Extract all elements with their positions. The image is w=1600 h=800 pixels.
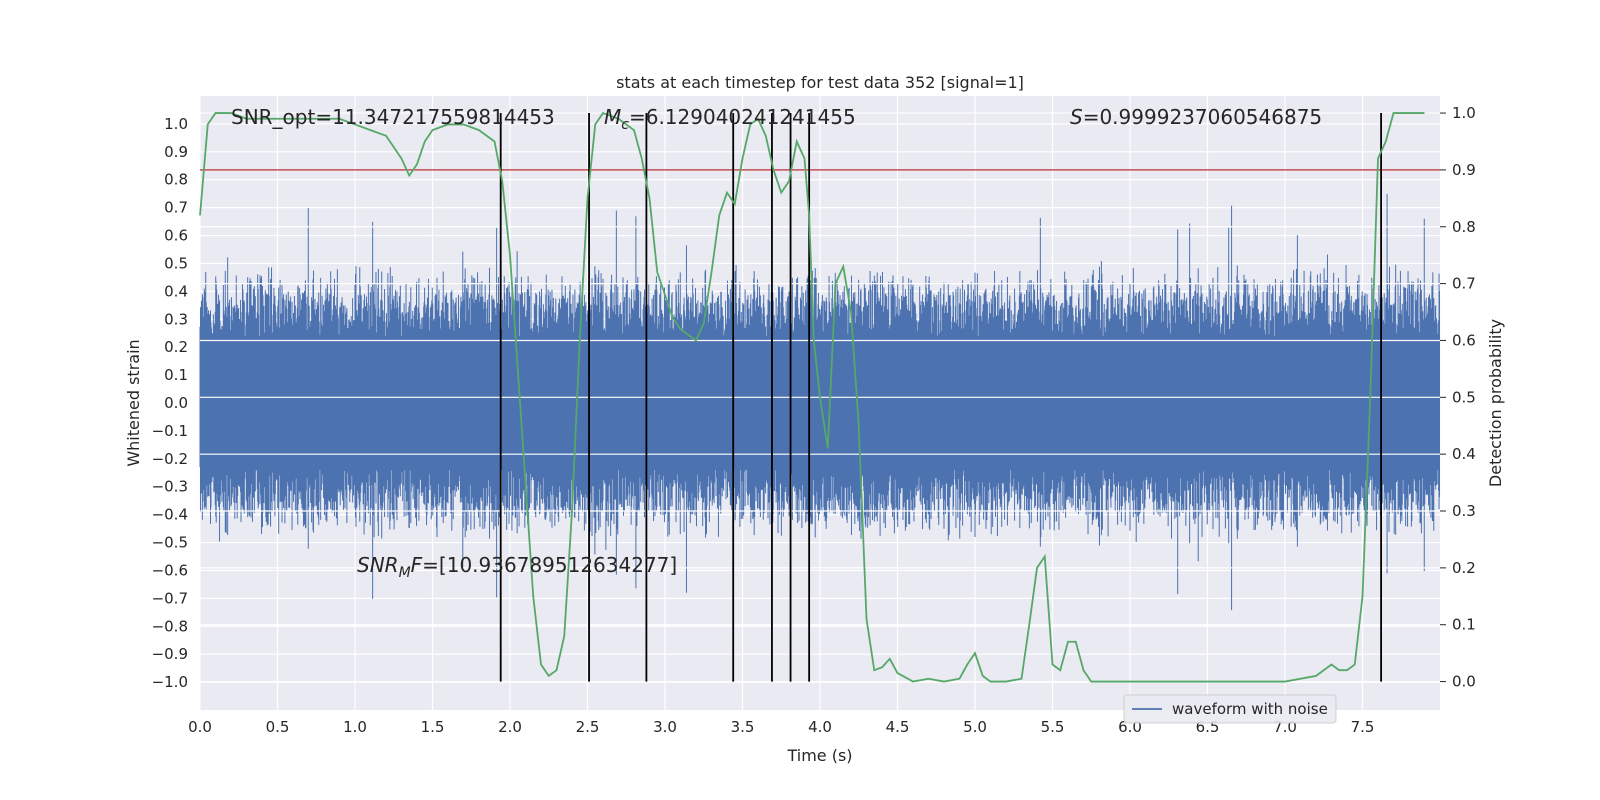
y-tick-label: −0.2 (152, 450, 188, 468)
y2-tick-label: 0.5 (1452, 388, 1476, 406)
y-tick-label: −0.3 (152, 478, 188, 496)
y2-tick-label: 1.0 (1452, 104, 1476, 122)
x-tick-label: 1.5 (421, 718, 445, 736)
y2-tick-label: 0.3 (1452, 502, 1476, 520)
y-tick-label: 0.7 (164, 199, 188, 217)
y2-tick-label: 0.9 (1452, 161, 1476, 179)
y-tick-label: −0.5 (152, 534, 188, 552)
y-tick-label: 0.4 (164, 282, 188, 300)
chirp-mass-annotation: Mc=6.129040241241455 (604, 105, 856, 133)
legend-label: waveform with noise (1172, 700, 1328, 718)
y2-tick-label: 0.0 (1452, 673, 1476, 691)
y-tick-label: −0.1 (152, 422, 188, 440)
y2-axis-label: Detection probability (1486, 319, 1505, 487)
y2-tick-labels: 0.0 0.1 0.2 0.3 0.4 0.5 0.6 0.7 0.8 0.9 1.0 (1440, 104, 1476, 691)
x-tick-label: 3.0 (653, 718, 677, 736)
x-tick-label: 1.0 (343, 718, 367, 736)
detection-probability-line (199, 111, 1425, 683)
x-tick-labels: 0.0 0.5 1.0 1.5 2.0 2.5 3.0 3.5 4.0 4.5 5.0 5.5 6.0 6… (188, 718, 1374, 736)
y-tick-label: −0.8 (152, 617, 188, 635)
x-tick-label: 3.5 (731, 718, 755, 736)
x-axis-label: Time (s) (786, 746, 852, 765)
y-tick-label: −0.6 (152, 561, 188, 579)
y-tick-label: 0.9 (164, 143, 188, 161)
y-tick-label: 0.1 (164, 366, 188, 384)
x-tick-label: 0.0 (188, 718, 212, 736)
y-tick-label: 0.6 (164, 227, 188, 245)
y2-tick-label: 0.2 (1452, 559, 1476, 577)
y-tick-label: 1.0 (164, 115, 188, 133)
s-annotation: S=0.9999237060546875 (1070, 105, 1322, 129)
x-tick-label: 4.0 (808, 718, 832, 736)
x-tick-label: 5.0 (963, 718, 987, 736)
y-tick-label: 0.0 (164, 394, 188, 412)
y-tick-label: −1.0 (152, 673, 188, 691)
y-tick-label: 0.8 (164, 171, 188, 189)
chart-title: stats at each timestep for test data 352… (616, 73, 1024, 92)
y-tick-labels: −1.0 −0.9 −0.8 −0.7 −0.6 −0.5 −0.4 −0.3 −0.2 −0.1… (152, 115, 188, 691)
y2-tick-label: 0.8 (1452, 218, 1476, 236)
y-tick-label: 0.5 (164, 254, 188, 272)
y2-tick-label: 0.4 (1452, 445, 1476, 463)
y-tick-label: −0.4 (152, 506, 188, 524)
y-axis-label: Whitened strain (124, 339, 143, 466)
x-tick-label: 5.5 (1041, 718, 1065, 736)
legend-box (1123, 694, 1337, 724)
y2-tick-label: 0.1 (1452, 616, 1476, 634)
snr-opt-annotation: SNR_opt=11.347217559814453 (231, 105, 555, 129)
x-tick-label: 2.5 (576, 718, 600, 736)
x-tick-label: 2.0 (498, 718, 522, 736)
x-tick-label: 0.5 (266, 718, 290, 736)
legend: waveform with noise (1123, 694, 1337, 724)
y-tick-label: 0.2 (164, 338, 188, 356)
y2-tick-label: 0.7 (1452, 275, 1476, 293)
y2-tick-label: 0.6 (1452, 331, 1476, 349)
x-tick-label: 7.5 (1351, 718, 1375, 736)
y-tick-label: 0.3 (164, 310, 188, 328)
y-tick-label: −0.7 (152, 589, 188, 607)
y-tick-label: −0.9 (152, 645, 188, 663)
x-tick-label: 4.5 (886, 718, 910, 736)
snr-mf-annotation: SNRMF=[10.936789512634277] (357, 553, 677, 581)
